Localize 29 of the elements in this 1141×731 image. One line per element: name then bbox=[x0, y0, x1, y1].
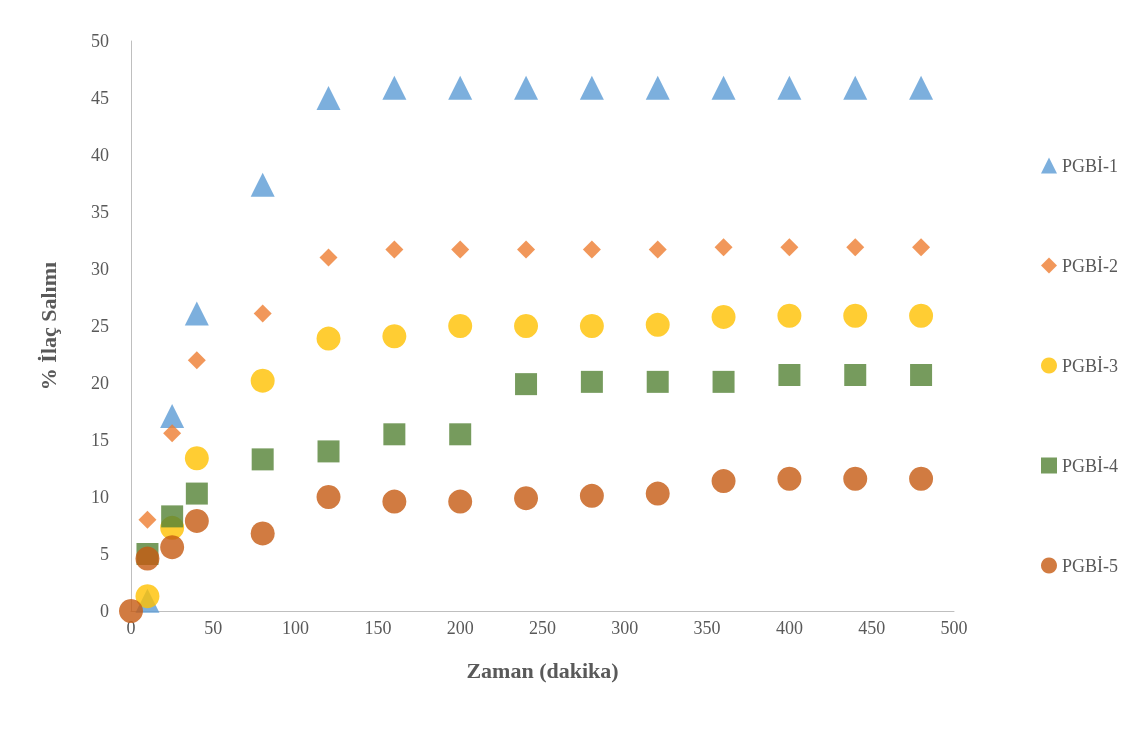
legend-label: PGBİ-4 bbox=[1062, 455, 1119, 476]
x-tick-label: 400 bbox=[775, 618, 803, 638]
y-tick-label: 20 bbox=[91, 373, 109, 393]
y-tick-label: 40 bbox=[91, 145, 109, 165]
legend-label: PGBİ-2 bbox=[1062, 255, 1119, 276]
legend-label: PGBİ-1 bbox=[1062, 155, 1119, 176]
x-tick-label: 500 bbox=[940, 618, 968, 638]
x-tick-label: 150 bbox=[364, 618, 392, 638]
y-tick-label: 45 bbox=[91, 88, 109, 108]
y-tick-label: 10 bbox=[91, 487, 109, 507]
x-tick-label: 250 bbox=[529, 618, 556, 638]
x-tick-label: 300 bbox=[611, 618, 639, 638]
x-tick-label: 0 bbox=[126, 618, 136, 638]
y-tick-label: 15 bbox=[91, 430, 109, 450]
x-tick-label: 350 bbox=[693, 618, 721, 638]
y-tick-label: 30 bbox=[91, 259, 109, 279]
x-tick-label: 200 bbox=[446, 618, 474, 638]
x-axis-title: Zaman (dakika) bbox=[466, 657, 619, 683]
x-tick-label: 450 bbox=[858, 618, 886, 638]
y-tick-label: 50 bbox=[91, 31, 109, 51]
y-tick-label: 25 bbox=[91, 316, 109, 336]
legend-label: PGBİ-3 bbox=[1062, 355, 1119, 376]
y-axis-title: % İlaç Salımı bbox=[35, 261, 61, 391]
x-tick-label: 50 bbox=[204, 618, 223, 638]
legend-label: PGBİ-5 bbox=[1062, 555, 1119, 576]
x-tick-label: 100 bbox=[282, 618, 310, 638]
y-tick-label: 5 bbox=[100, 544, 109, 564]
y-tick-label: 35 bbox=[91, 202, 109, 222]
y-tick-label: 0 bbox=[100, 601, 109, 621]
